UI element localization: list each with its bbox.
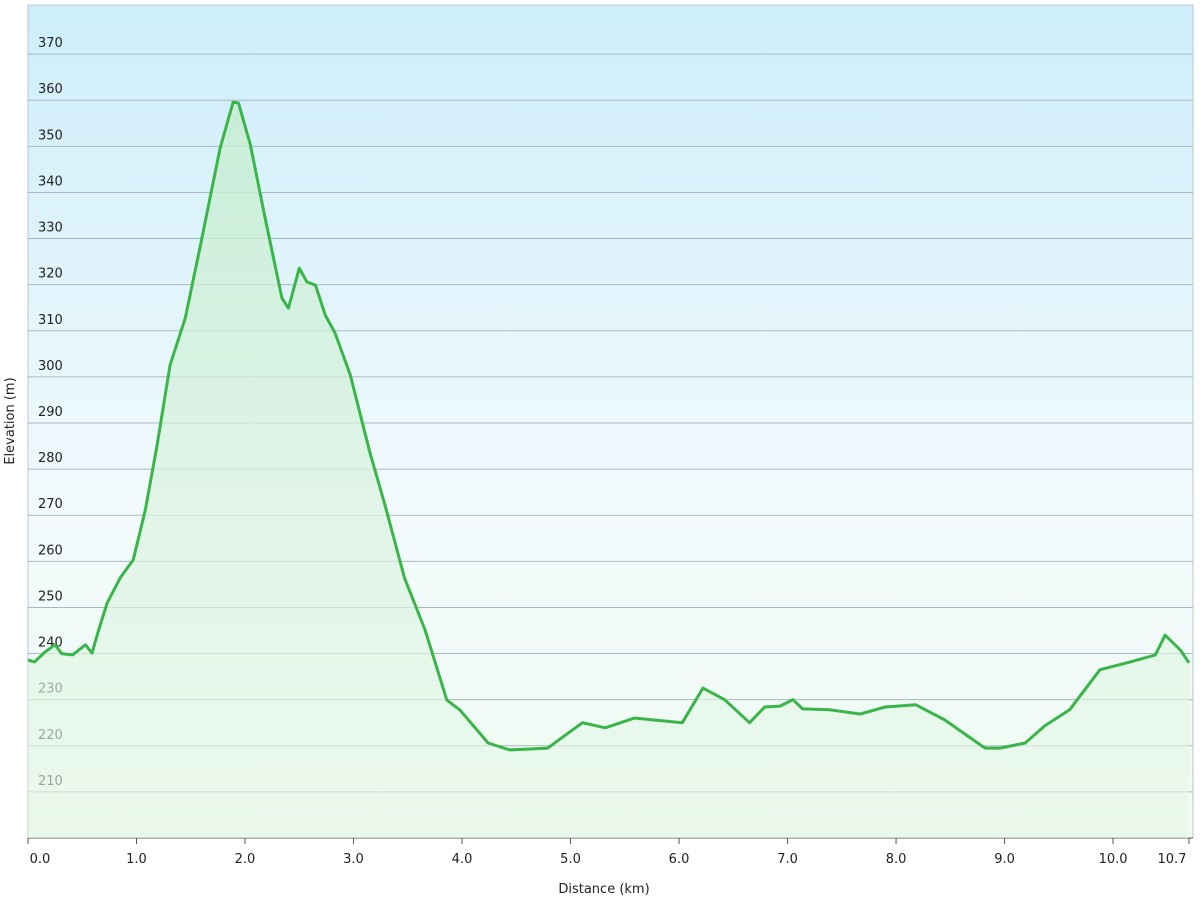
x-tick-label: 8.0 <box>886 852 907 867</box>
elevation-line <box>27 100 1191 752</box>
x-tick-label: 7.0 <box>777 852 798 867</box>
y-tick-label: 340 <box>38 174 63 189</box>
x-tick-label: 10.0 <box>1099 852 1128 867</box>
x-tick-label: 9.0 <box>994 852 1015 867</box>
x-axis-title: Distance (km) <box>558 882 649 897</box>
y-tick-label: 360 <box>38 82 63 97</box>
y-tick-label: 320 <box>38 267 63 282</box>
y-tick-label: 370 <box>38 36 63 51</box>
x-tick-label: 5.0 <box>560 852 581 867</box>
x-tick-label: 2.0 <box>235 852 256 867</box>
y-tick-label: 280 <box>38 451 63 466</box>
y-tick-label: 270 <box>38 497 63 512</box>
x-tick-label: 3.0 <box>343 852 364 867</box>
x-tick-label: 6.0 <box>669 852 690 867</box>
area-fill <box>28 102 1189 839</box>
y-tick-label: 260 <box>38 543 63 558</box>
y-tick-label: 330 <box>38 221 63 236</box>
y-tick-label: 300 <box>38 359 63 374</box>
x-tick-label: 10.7 <box>1158 852 1187 867</box>
y-tick-label: 350 <box>38 128 63 143</box>
y-tick-label: 250 <box>38 589 63 604</box>
x-tick-label: 0.0 <box>30 852 51 867</box>
x-tick-label: 4.0 <box>452 852 473 867</box>
x-tick-label: 1.0 <box>126 852 147 867</box>
y-tick-label: 310 <box>38 313 63 328</box>
y-axis-title: Elevation (m) <box>3 377 18 464</box>
y-tick-label: 290 <box>38 405 63 420</box>
